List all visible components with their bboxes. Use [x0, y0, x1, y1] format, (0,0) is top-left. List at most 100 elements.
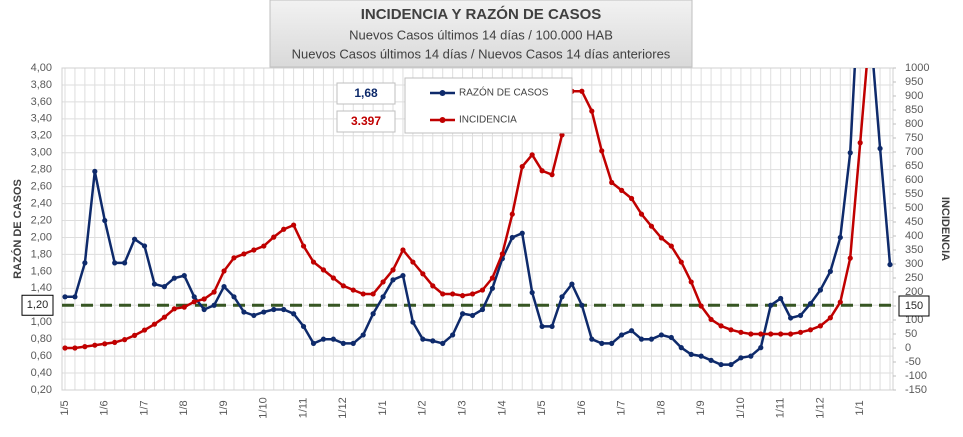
- point: [300, 323, 307, 330]
- point: [231, 294, 237, 300]
- point: [221, 268, 227, 274]
- x-tick-label: 1/5: [536, 400, 548, 415]
- y-tick-label: 1,40: [31, 282, 52, 294]
- legend-marker: [439, 117, 446, 123]
- point: [688, 351, 694, 358]
- y-tick-label: 2,40: [31, 197, 52, 209]
- y-tick-label: 0,80: [31, 333, 52, 345]
- point: [589, 336, 595, 342]
- point: [320, 267, 327, 273]
- point: [489, 275, 496, 281]
- point: [628, 328, 635, 334]
- x-tick-label: 1/10: [735, 397, 747, 418]
- point: [430, 338, 436, 344]
- subtitle: Nuevos Casos últimos 14 días / Nuevos Ca…: [292, 46, 671, 61]
- point: [420, 271, 426, 277]
- point: [380, 279, 386, 285]
- latest-incidence: 3.397: [351, 114, 381, 128]
- point: [887, 261, 893, 268]
- point: [857, 140, 863, 146]
- point: [340, 283, 346, 289]
- point: [181, 304, 187, 310]
- x-tick-label: 1/1: [377, 400, 389, 415]
- point: [569, 281, 575, 287]
- point: [72, 345, 78, 351]
- point: [221, 284, 227, 290]
- x-tick-label: 1/8: [655, 400, 667, 415]
- point: [201, 306, 207, 313]
- point: [619, 187, 625, 193]
- x-tick-label: 1/6: [99, 400, 111, 415]
- y-tick-label: 3,80: [31, 79, 52, 91]
- point: [817, 323, 824, 329]
- y2-tick-label: 350: [905, 244, 923, 256]
- point: [72, 294, 78, 300]
- point: [678, 259, 684, 265]
- y2-tick-label: 600: [905, 174, 923, 186]
- y2-axis-title: INCIDENCIA: [939, 197, 951, 261]
- point: [310, 259, 317, 265]
- point: [529, 289, 535, 296]
- y2-tick-label: 250: [905, 272, 923, 284]
- point: [112, 260, 118, 266]
- point: [549, 172, 555, 178]
- point: [320, 336, 327, 342]
- point: [658, 332, 664, 338]
- threshold-label: 150: [905, 300, 923, 312]
- point: [479, 306, 486, 313]
- point: [161, 314, 167, 320]
- point: [300, 243, 307, 249]
- point: [122, 260, 128, 266]
- value-box: [336, 82, 396, 105]
- point: [668, 334, 674, 341]
- point: [370, 291, 376, 297]
- point: [847, 150, 853, 156]
- point: [360, 291, 366, 297]
- point: [539, 168, 545, 174]
- point: [261, 309, 267, 315]
- point: [271, 234, 277, 240]
- y2-tick-label: 50: [905, 328, 917, 340]
- point: [211, 302, 217, 308]
- threshold-label: 1,20: [27, 299, 48, 311]
- chart-title: INCIDENCIA Y RAZÓN DE CASOS: [361, 5, 602, 23]
- y2-tick-label: 300: [905, 258, 923, 270]
- y2-tick-label: 950: [905, 76, 923, 88]
- x-tick-label: 1/2: [417, 400, 429, 415]
- point: [579, 302, 585, 308]
- legend-box: [404, 77, 573, 134]
- point: [628, 195, 635, 202]
- y2-tick-label: 500: [905, 202, 923, 214]
- point: [420, 336, 426, 342]
- point: [92, 342, 98, 348]
- point: [718, 361, 724, 368]
- point: [459, 311, 466, 317]
- point: [400, 247, 406, 253]
- point: [122, 337, 128, 343]
- y-tick-label: 1,60: [31, 265, 52, 277]
- point: [370, 311, 376, 317]
- point: [350, 287, 356, 293]
- point: [191, 294, 197, 300]
- point: [609, 340, 615, 346]
- point: [658, 235, 664, 241]
- x-tick-label: 1/9: [218, 400, 230, 415]
- y2-tick-label: 200: [905, 286, 923, 298]
- point: [698, 303, 704, 309]
- x-tick-label: 1/1: [854, 400, 866, 415]
- y2-tick-label: 100: [905, 314, 923, 326]
- point: [688, 279, 694, 285]
- value-box: [336, 110, 396, 133]
- point: [668, 243, 674, 249]
- y-tick-label: 1,80: [31, 248, 52, 260]
- point: [599, 340, 605, 346]
- point: [599, 148, 605, 154]
- point: [559, 132, 565, 138]
- x-tick-label: 1/9: [695, 400, 707, 415]
- point: [807, 327, 814, 333]
- point: [241, 251, 247, 257]
- point: [82, 260, 88, 266]
- point: [112, 339, 118, 345]
- y2-tick-label: 850: [905, 104, 923, 116]
- point: [281, 306, 287, 313]
